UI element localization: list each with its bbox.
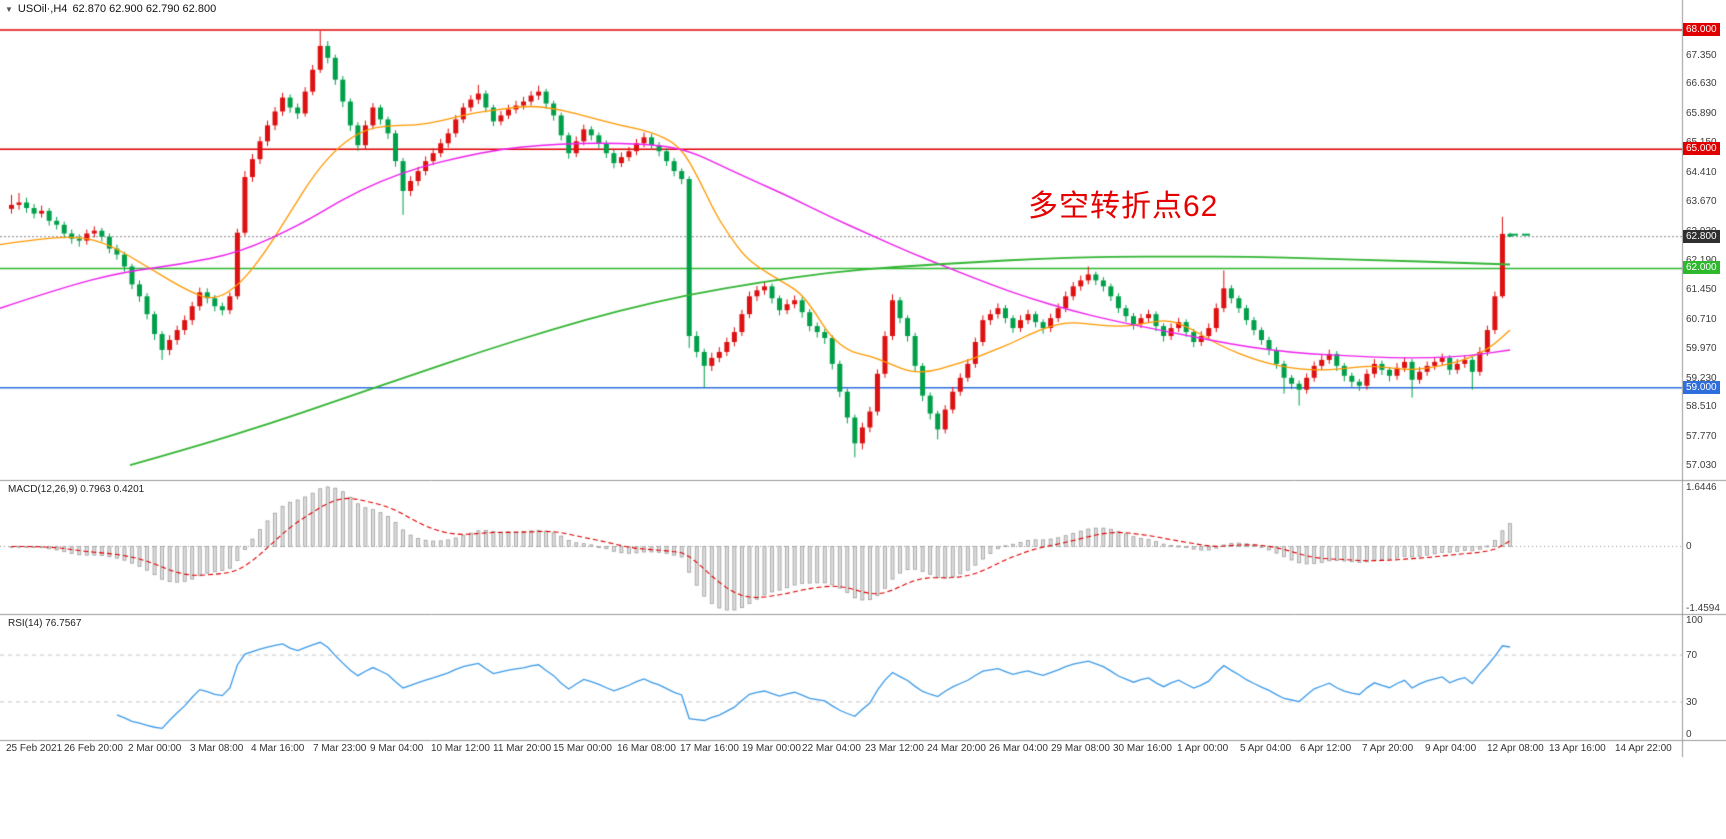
time-axis-label: 19 Mar 00:00 [742,743,801,754]
price-tick-label: 57.030 [1686,460,1717,471]
price-tick-label: 64.410 [1686,166,1717,178]
time-axis-label: 26 Feb 20:00 [64,743,123,754]
time-axis-label: 23 Mar 12:00 [865,743,924,754]
time-axis-label: 5 Apr 04:00 [1240,743,1292,754]
time-axis-label: 25 Feb 2021 [6,743,63,754]
price-tick-label: 63.670 [1686,196,1717,208]
rsi-axis-label: 30 [1686,696,1698,708]
time-axis-label: 14 Apr 22:00 [1615,743,1672,754]
rsi-indicator-label: RSI(14) 76.7567 [8,618,82,629]
price-tick-label: 65.890 [1686,107,1717,119]
price-tick-label: 66.630 [1686,78,1717,90]
chart-annotation-text[interactable]: 多空转折点62 [1028,190,1219,223]
rsi-axis-label: 70 [1686,650,1698,662]
macd-axis-label: 0 [1686,541,1692,553]
time-axis-label: 9 Mar 04:00 [370,743,424,754]
time-axis-label: 2 Mar 00:00 [128,743,182,754]
macd-axis-label: 1.6446 [1686,482,1717,493]
price-tick-label: 58.510 [1686,401,1717,413]
price-tick-label: 60.710 [1686,313,1717,325]
price-tick-label: 62.190 [1686,254,1717,266]
time-axis-label: 30 Mar 16:00 [1113,743,1172,754]
time-axis-label: 12 Apr 08:00 [1487,743,1544,754]
time-axis-label: 4 Mar 16:00 [251,743,305,754]
time-axis-label: 17 Mar 16:00 [680,743,739,754]
time-axis-label: 7 Apr 20:00 [1362,743,1414,754]
price-level-tag: 68.000 [1683,23,1720,36]
one-click-expander-icon[interactable]: ▼ [5,4,13,14]
time-axis-label: 16 Mar 08:00 [617,743,676,754]
price-level-tag: 65.000 [1683,142,1720,156]
price-tick-label: 59.230 [1686,372,1717,384]
time-axis-label: 22 Mar 04:00 [802,743,861,754]
time-axis-label: 15 Mar 00:00 [553,743,612,754]
time-axis-label: 24 Mar 20:00 [927,743,986,754]
time-axis-label: 26 Mar 04:00 [989,743,1048,754]
macd-indicator-label: MACD(12,26,9) 0.7963 0.4201 [8,484,145,495]
time-axis-label: 29 Mar 08:00 [1051,743,1110,754]
price-level-tag: 59.000 [1683,380,1720,394]
ohlc-values: 62.870 62.900 62.790 62.800 [72,3,217,15]
time-axis-label: 10 Mar 12:00 [431,743,490,754]
time-axis-label: 9 Apr 04:00 [1425,743,1477,754]
rsi-axis-label: 100 [1686,615,1703,626]
price-tick-label: 59.970 [1686,343,1717,355]
time-axis-label: 13 Apr 16:00 [1549,743,1606,754]
symbol-period-label: USOil·,H4 [17,3,68,15]
time-axis-label: 3 Mar 08:00 [190,743,244,754]
time-axis-label: 1 Apr 00:00 [1177,743,1229,754]
price-tick-label: 57.770 [1686,430,1717,442]
current-price-tag: 62.800 [1683,229,1720,243]
macd-axis-label: -1.4594 [1686,603,1720,614]
time-axis-label: 11 Mar 20:00 [493,743,552,754]
time-axis-label: 7 Mar 23:00 [313,743,367,754]
price-level-tag: 62.000 [1683,261,1720,275]
chart-info-bar: ▼ USOil·,H4 62.870 62.900 62.790 62.800 [5,3,216,15]
price-tick-label: 67.350 [1686,49,1717,61]
time-axis-label: 6 Apr 12:00 [1300,743,1352,754]
rsi-axis-label: 0 [1686,729,1692,740]
price-tick-label: 61.450 [1686,284,1717,296]
